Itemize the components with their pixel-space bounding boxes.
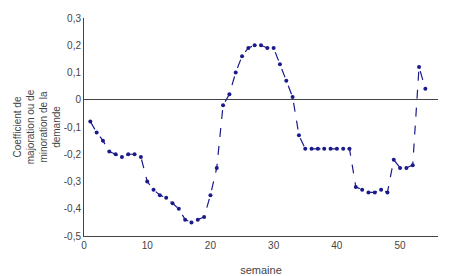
svg-text:-0,1: -0,1 (64, 122, 82, 133)
svg-text:0: 0 (81, 240, 87, 251)
svg-text:-0,3: -0,3 (64, 176, 82, 187)
svg-text:-0,4: -0,4 (64, 203, 82, 214)
svg-text:-0,5: -0,5 (64, 231, 82, 242)
svg-text:0,2: 0,2 (67, 40, 81, 51)
svg-text:50: 50 (395, 240, 407, 251)
svg-text:0: 0 (75, 94, 81, 105)
svg-text:10: 10 (142, 240, 154, 251)
svg-text:0,1: 0,1 (67, 67, 81, 78)
svg-text:20: 20 (205, 240, 217, 251)
svg-text:30: 30 (268, 240, 280, 251)
svg-text:40: 40 (331, 240, 343, 251)
svg-text:0,3: 0,3 (67, 13, 81, 24)
svg-text:-0,2: -0,2 (64, 149, 82, 160)
svg-text:Coefficient demajoration ou de: Coefficient demajoration ou deminoration… (12, 89, 62, 164)
svg-text:semaine: semaine (240, 264, 282, 276)
